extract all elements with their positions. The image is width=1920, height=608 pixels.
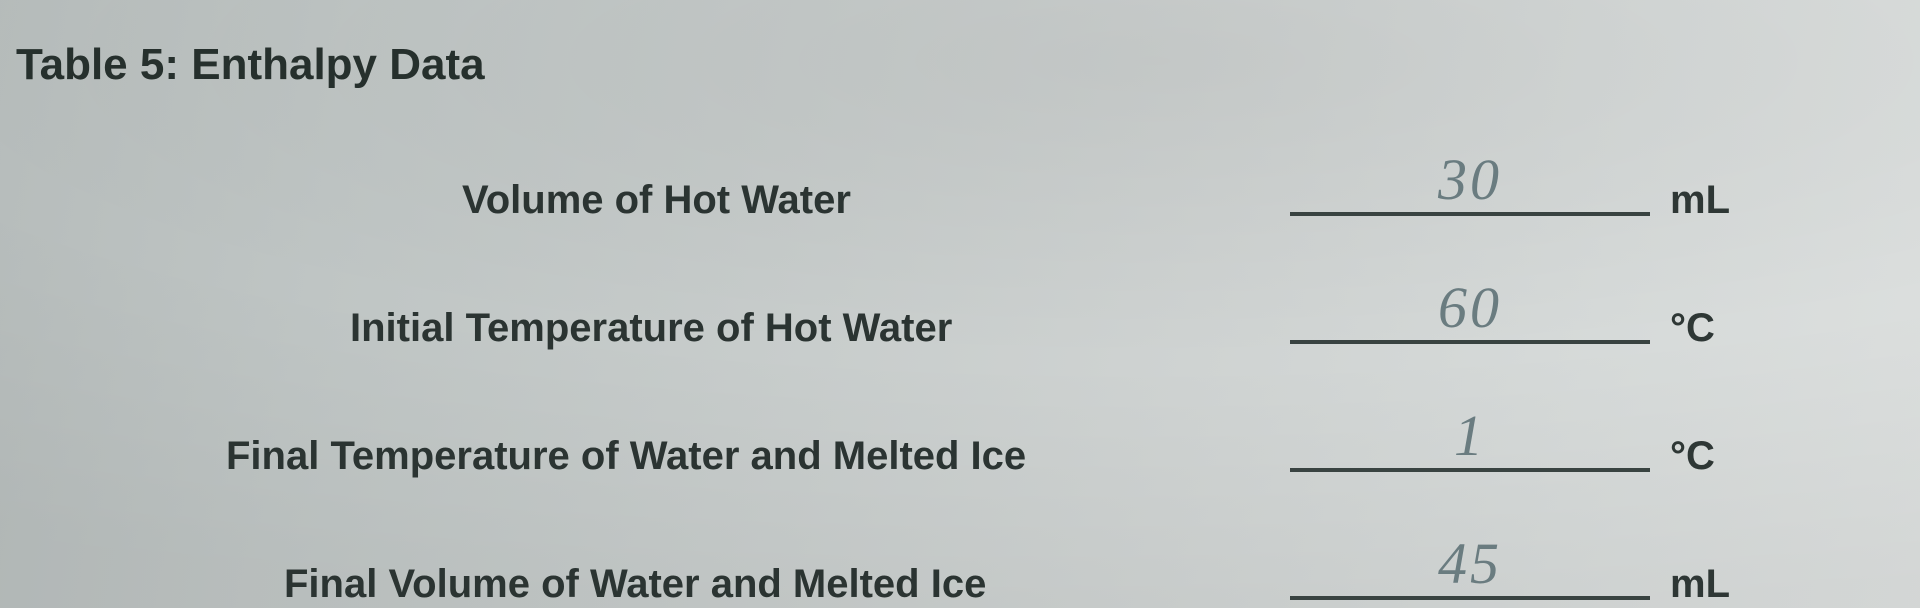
data-row: Initial Temperature of Hot Water 60 °C [0, 288, 1920, 378]
handwritten-value: 45 [1290, 530, 1650, 597]
handwritten-value: 30 [1290, 146, 1650, 213]
row-label: Final Volume of Water and Melted Ice [284, 562, 986, 607]
unit-label: mL [1670, 562, 1730, 607]
data-row: Volume of Hot Water 30 mL [0, 160, 1920, 250]
handwritten-value: 1 [1290, 402, 1650, 469]
unit-label: °C [1670, 434, 1715, 479]
row-label: Initial Temperature of Hot Water [350, 306, 952, 351]
unit-label: mL [1670, 178, 1730, 223]
table-title: Table 5: Enthalpy Data [16, 40, 485, 90]
row-label: Volume of Hot Water [462, 178, 851, 223]
row-label: Final Temperature of Water and Melted Ic… [226, 434, 1026, 479]
data-row: Final Temperature of Water and Melted Ic… [0, 416, 1920, 506]
data-row: Final Volume of Water and Melted Ice 45 … [0, 544, 1920, 608]
unit-label: °C [1670, 306, 1715, 351]
handwritten-value: 60 [1290, 274, 1650, 341]
